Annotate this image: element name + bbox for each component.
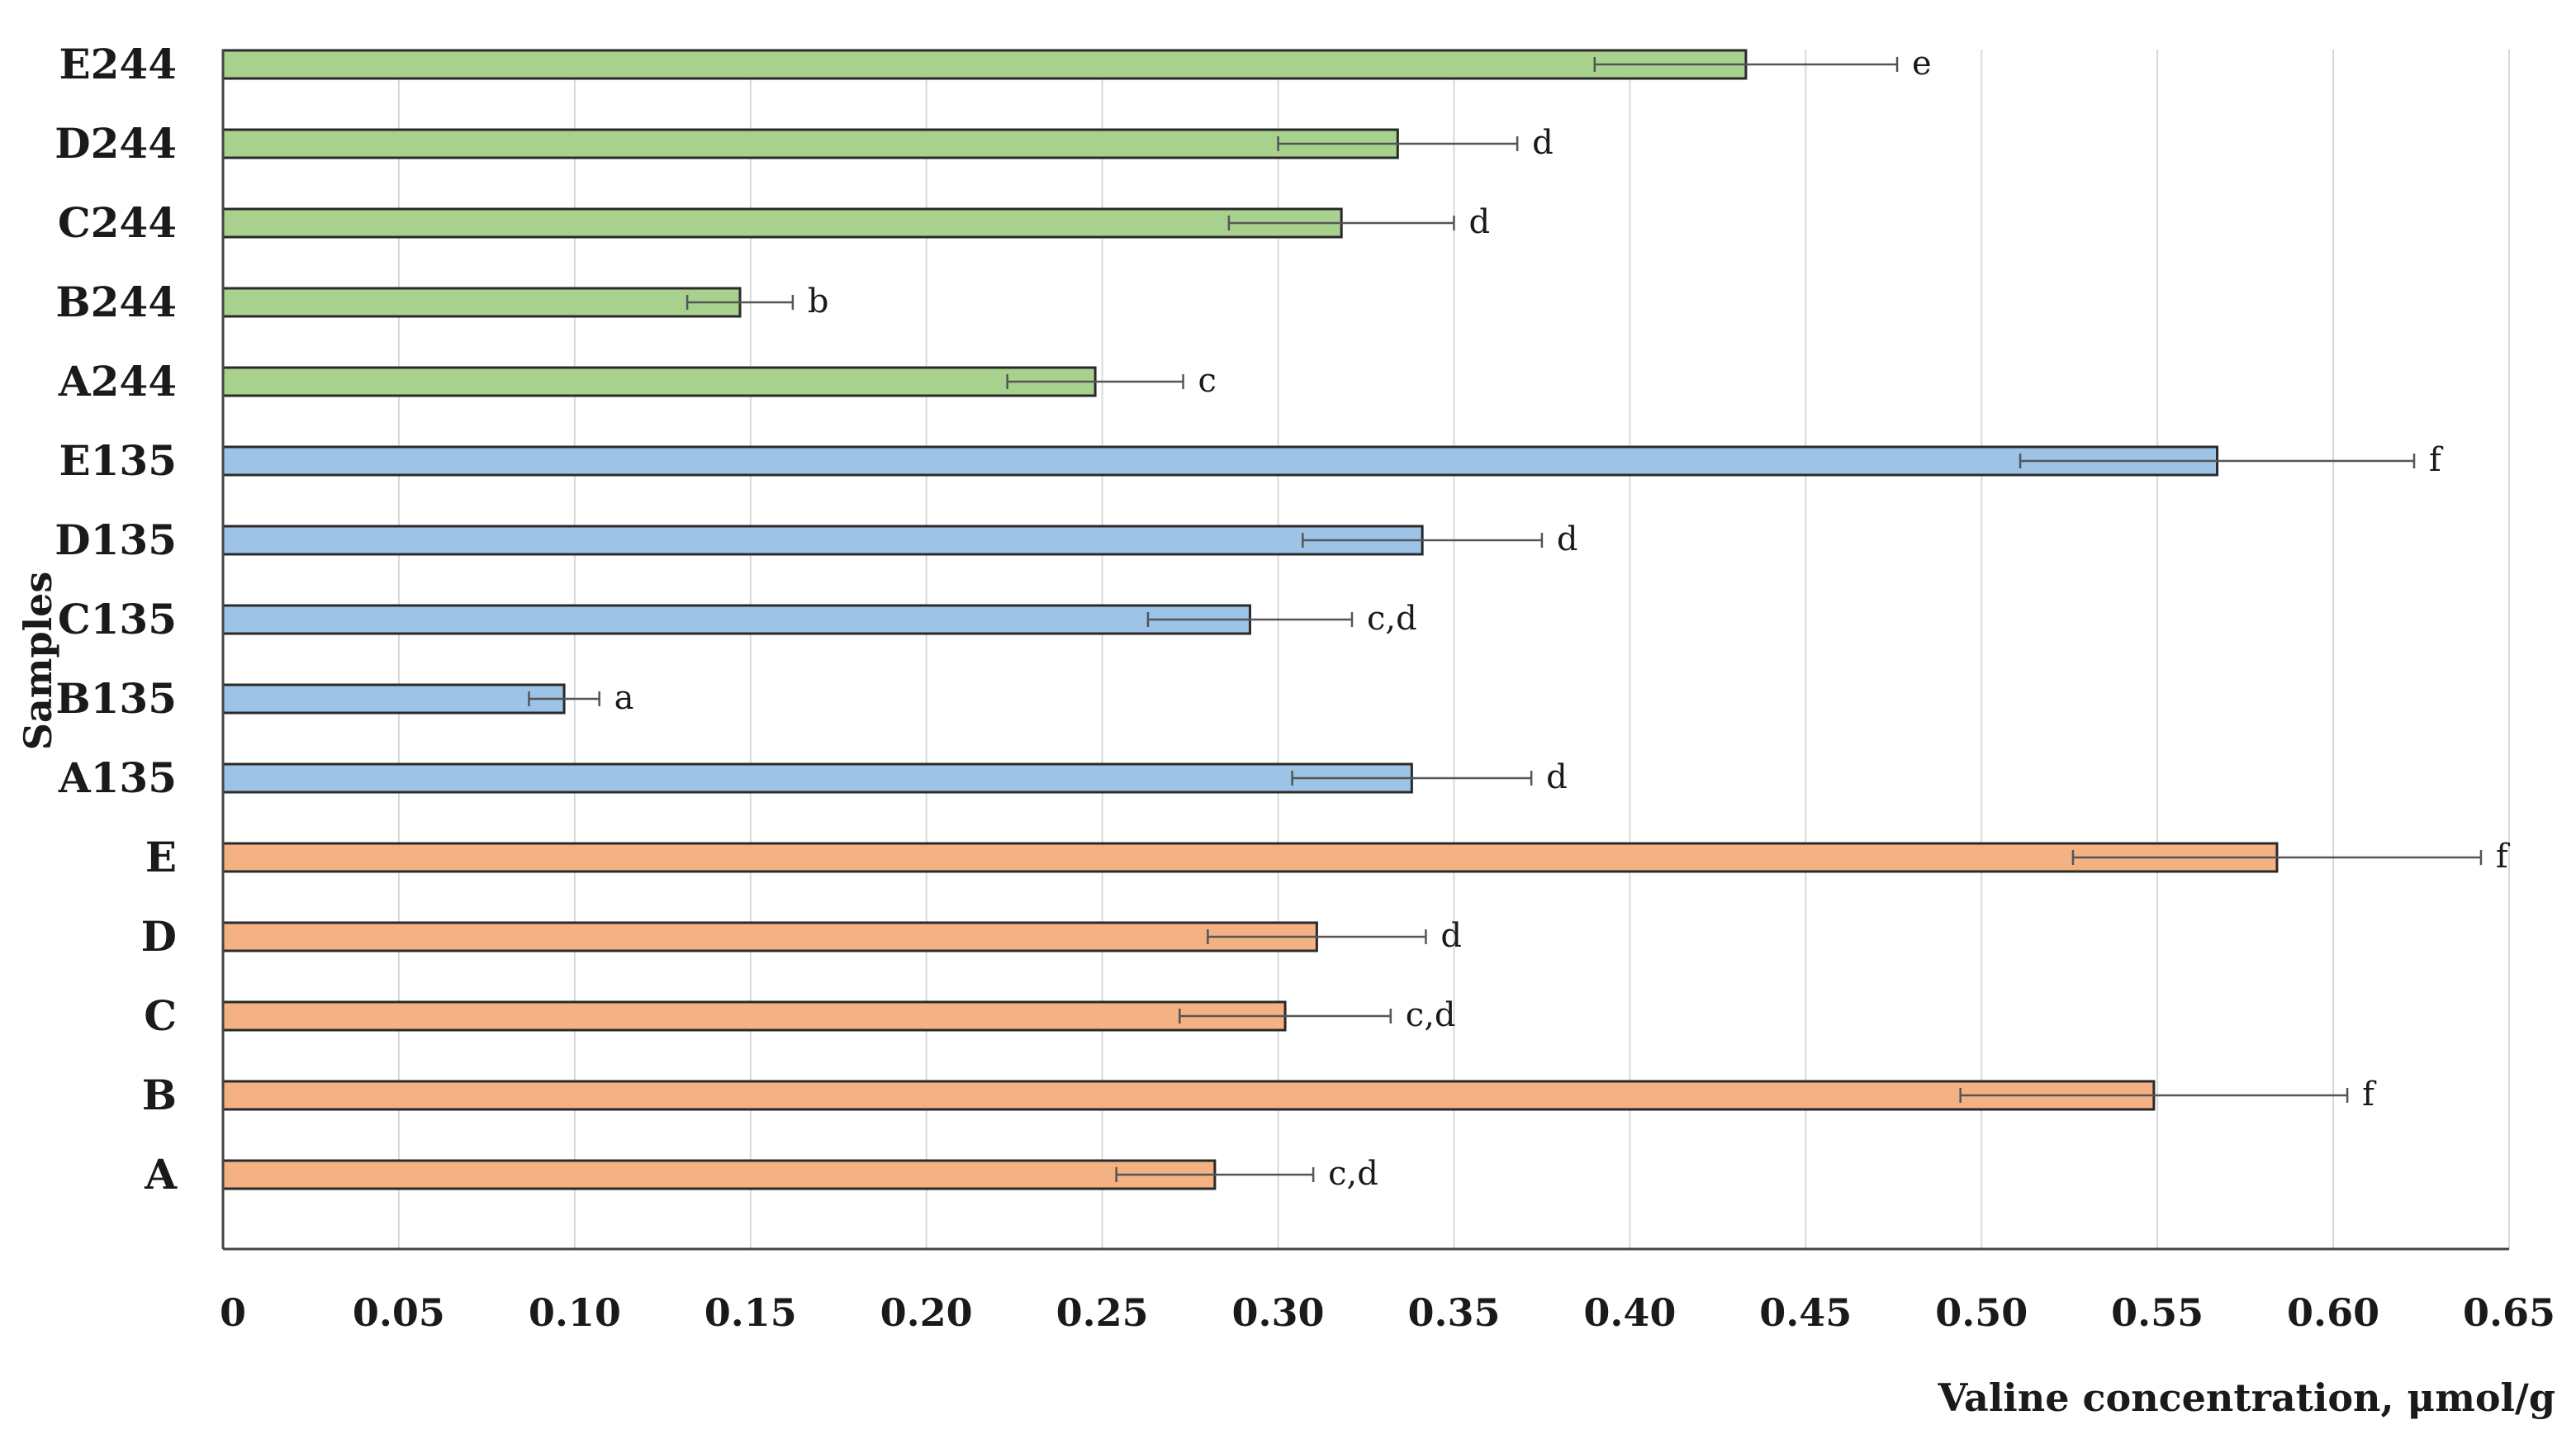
bar-E135 (221, 445, 2219, 477)
significance-label: d (1546, 758, 1568, 796)
bar-A244 (221, 366, 1097, 397)
y-tick-label: E135 (59, 436, 177, 485)
y-tick-label: E (145, 833, 177, 881)
bar-A135 (221, 762, 1413, 794)
significance-label: b (808, 283, 829, 321)
significance-label: f (2429, 441, 2444, 479)
significance-label: f (2496, 838, 2511, 876)
x-tick-label: 0.60 (2287, 1290, 2379, 1335)
x-axis-title: Valine concentration, μmol/g (1938, 1375, 2555, 1420)
x-tick-label: 0.10 (529, 1290, 621, 1335)
y-tick-label: B135 (55, 674, 177, 723)
significance-label: f (2362, 1076, 2377, 1114)
significance-label: c (1198, 362, 1217, 400)
bar-C135 (221, 604, 1251, 635)
y-tick-label: B244 (55, 278, 177, 326)
y-tick-label: A (144, 1150, 178, 1199)
y-axis-title: Samples (16, 572, 60, 751)
gridlines (397, 50, 2510, 1249)
x-tick-label: 0.45 (1759, 1290, 1852, 1335)
y-tick-label: A244 (58, 357, 177, 406)
y-tick-label: B (142, 1071, 177, 1119)
bar-B244 (221, 287, 742, 318)
x-tick-label: 0.35 (1407, 1290, 1500, 1335)
significance-label: c,d (1406, 996, 1456, 1034)
x-tick-label: 0.15 (704, 1290, 797, 1335)
y-tick-label: A135 (58, 753, 177, 802)
significance-label: d (1532, 124, 1554, 162)
significance-label: d (1440, 917, 1462, 955)
significance-label: a (614, 679, 634, 717)
x-tick-label: 0.30 (1232, 1290, 1325, 1335)
significance-label: e (1912, 45, 1932, 83)
error-bars (528, 57, 2483, 1182)
bar-D (221, 921, 1318, 952)
significance-label: d (1468, 203, 1490, 241)
x-tick-label: 0.65 (2463, 1290, 2555, 1335)
significance-label: d (1557, 520, 1578, 558)
y-tick-label: E244 (59, 40, 177, 88)
bar-C244 (221, 207, 1343, 239)
y-tick-label: D (141, 912, 177, 961)
y-tick-label: D244 (55, 119, 177, 168)
y-tick-label: D135 (55, 515, 177, 564)
y-tick-label: C135 (58, 595, 177, 644)
bar-E (221, 842, 2279, 873)
x-tick-label: 0.25 (1056, 1290, 1149, 1335)
x-tick-label: 0.05 (353, 1290, 445, 1335)
x-tick-label: 0.40 (1583, 1290, 1676, 1335)
x-tick-label: 0.50 (1935, 1290, 2028, 1335)
bar-B (221, 1080, 2156, 1111)
bar-A (221, 1159, 1217, 1190)
bar-D135 (221, 525, 1424, 556)
bar-E244 (221, 49, 1748, 80)
bar-C (221, 1000, 1287, 1032)
axes (221, 50, 2509, 1251)
y-tick-label: C244 (58, 198, 177, 247)
y-tick-label: C (144, 991, 177, 1040)
x-tick-label: 0.20 (880, 1290, 973, 1335)
x-tick-label: 0.55 (2111, 1290, 2204, 1335)
x-tick-label: 0 (220, 1290, 246, 1335)
significance-label: c,d (1328, 1155, 1378, 1193)
significance-label: c,d (1367, 600, 1417, 638)
labels: 0 0.05 0.10 0.15 0.20 0.25 0.30 0.35 0.40 0.45 0.5… (55, 40, 2555, 1335)
bar-B135 (221, 683, 566, 715)
bar-D244 (221, 128, 1399, 159)
